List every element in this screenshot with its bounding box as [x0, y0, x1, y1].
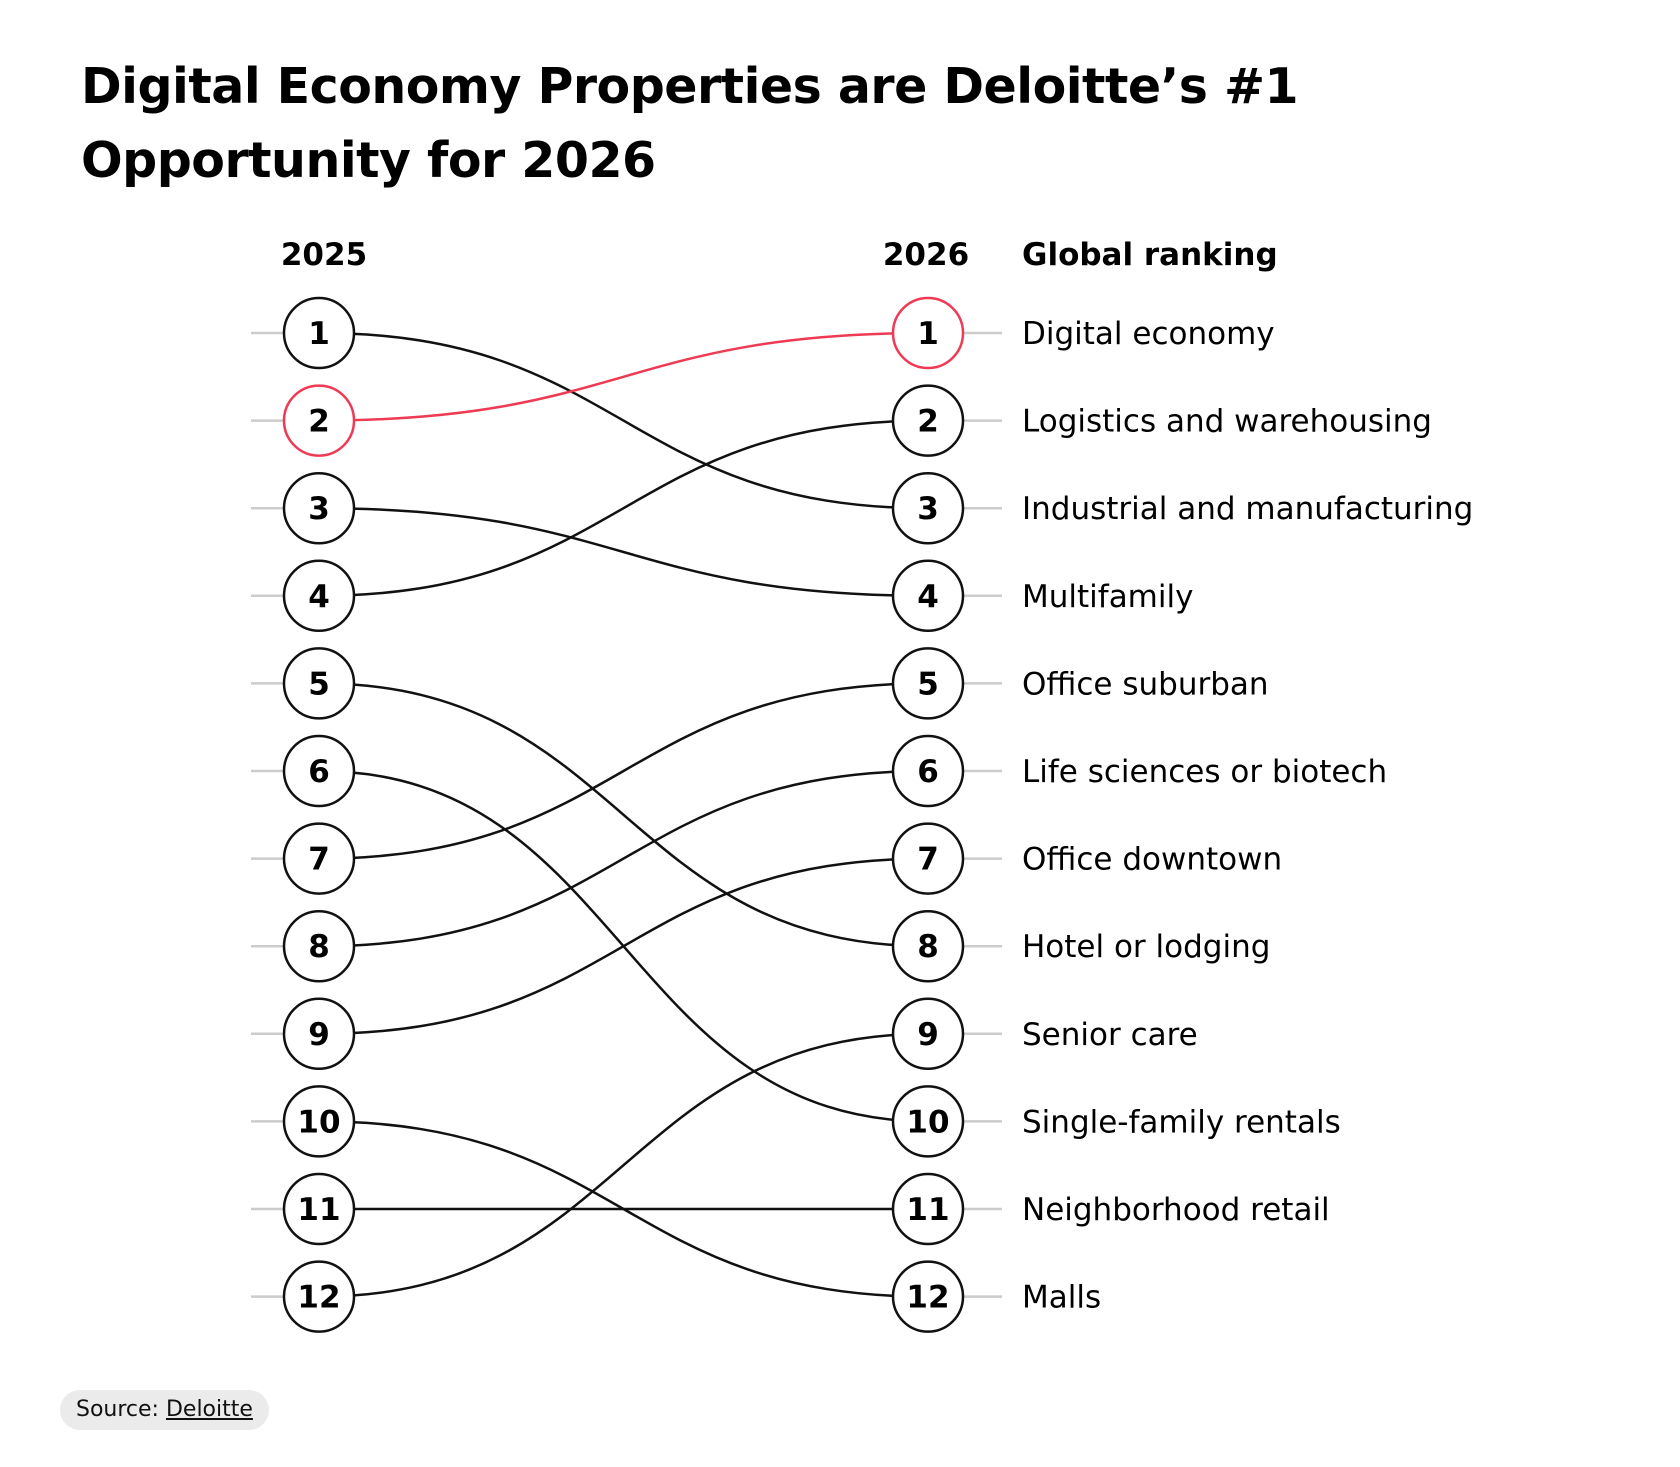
- rank-node-left-5: [282, 647, 356, 720]
- link-life-sciences-or-biotech: [318, 769, 929, 948]
- rank-node-right-11: [891, 1172, 965, 1246]
- link-digital-economy: [318, 331, 929, 422]
- rank-node-right-3: [891, 471, 965, 545]
- rank-node-left-2: [282, 384, 356, 457]
- link-multifamily: [318, 506, 929, 598]
- rank-label-left-4: 4: [308, 579, 330, 615]
- source-link[interactable]: Deloitte: [165, 1397, 253, 1422]
- category-label-multifamily: Multifamily: [1022, 579, 1193, 615]
- category-labels: Digital economy Logistics and warehousing…: [1022, 316, 1473, 1316]
- rank-label-left-9: 9: [308, 1017, 330, 1053]
- link-office-suburban: [318, 682, 929, 860]
- rank-node-right-1: [891, 296, 965, 370]
- rank-node-left-11: [282, 1172, 356, 1246]
- link-senior-care: [318, 1032, 929, 1298]
- rank-node-left-8: [282, 909, 356, 983]
- rank-node-left-3: [282, 471, 356, 545]
- link-logistics-and-warehousing: [318, 419, 929, 598]
- chart-title-line-1: Digital Economy Properties are Deloitte’…: [81, 58, 1299, 115]
- category-label-single-family-rentals: Single-family rentals: [1022, 1104, 1341, 1140]
- category-label-hotel-or-lodging: Hotel or lodging: [1022, 929, 1270, 965]
- rank-node-right-9: [891, 997, 965, 1071]
- rank-label-right-9: 9: [917, 1017, 939, 1053]
- rank-node-right-7: [891, 822, 965, 895]
- link-malls: [318, 1120, 929, 1298]
- rank-label-left-8: 8: [308, 929, 330, 965]
- rank-label-left-5: 5: [308, 666, 330, 702]
- rank-label-left-2: 2: [308, 404, 330, 440]
- category-label-life-sciences-or-biotech: Life sciences or biotech: [1022, 754, 1387, 790]
- rank-label-right-7: 7: [917, 842, 939, 878]
- category-label-logistics-and-warehousing: Logistics and warehousing: [1022, 404, 1432, 440]
- rank-label-left-12: 12: [297, 1280, 340, 1316]
- rank-node-right-2: [891, 384, 965, 457]
- rank-label-right-4: 4: [917, 579, 939, 615]
- rank-label-left-7: 7: [308, 842, 330, 878]
- source-badge: Source: Deloitte: [60, 1390, 269, 1430]
- rank-label-right-2: 2: [917, 404, 939, 440]
- header-2025: 2025: [281, 237, 367, 273]
- category-label-neighborhood-retail: Neighborhood retail: [1022, 1192, 1330, 1228]
- rank-node-left-9: [282, 997, 356, 1071]
- rank-node-left-1: [282, 296, 356, 370]
- rank-label-left-3: 3: [308, 491, 330, 527]
- category-label-senior-care: Senior care: [1022, 1017, 1198, 1053]
- link-hotel-or-lodging: [318, 682, 929, 948]
- rank-node-right-6: [891, 734, 965, 808]
- category-label-office-suburban: Office suburban: [1022, 666, 1269, 702]
- rank-label-left-11: 11: [297, 1192, 340, 1228]
- link-industrial-and-manufacturing: [318, 331, 929, 510]
- rank-label-right-12: 12: [906, 1280, 949, 1316]
- rank-label-right-8: 8: [917, 929, 939, 965]
- chart-title: Digital Economy Properties are Deloitte’…: [81, 50, 1481, 198]
- rank-label-right-1: 1: [917, 316, 939, 352]
- rank-label-left-6: 6: [308, 754, 330, 790]
- rank-node-right-5: [891, 647, 965, 720]
- category-label-digital-economy: Digital economy: [1022, 316, 1275, 352]
- rank-node-right-10: [891, 1085, 965, 1158]
- category-label-office-downtown: Office downtown: [1022, 842, 1282, 878]
- category-label-malls: Malls: [1022, 1280, 1101, 1316]
- rank-node-left-10: [282, 1085, 356, 1158]
- rank-label-right-3: 3: [917, 491, 939, 527]
- rank-node-left-7: [282, 822, 356, 895]
- category-label-industrial-and-manufacturing: Industrial and manufacturing: [1022, 491, 1473, 527]
- rank-node-left-4: [282, 559, 356, 633]
- rank-node-left-6: [282, 734, 356, 808]
- grid-lines: [251, 331, 1002, 1298]
- rank-node-right-8: [891, 909, 965, 983]
- rank-label-right-11: 11: [906, 1192, 949, 1228]
- rank-node-right-12: [891, 1260, 965, 1333]
- rank-label-left-10: 10: [297, 1104, 340, 1140]
- header-2026: 2026: [883, 237, 969, 273]
- rank-label-right-6: 6: [917, 754, 939, 790]
- rank-node-right-4: [891, 559, 965, 633]
- chart-title-line-2: Opportunity for 2026: [81, 132, 656, 189]
- rank-node-left-12: [282, 1260, 356, 1333]
- rank-links: [318, 331, 929, 1298]
- rank-label-right-10: 10: [906, 1104, 949, 1140]
- link-single-family-rentals: [318, 769, 929, 1123]
- header-global-ranking: Global ranking: [1022, 237, 1278, 273]
- rank-label-left-1: 1: [308, 316, 330, 352]
- source-prefix: Source:: [76, 1397, 166, 1422]
- rank-label-right-5: 5: [917, 666, 939, 702]
